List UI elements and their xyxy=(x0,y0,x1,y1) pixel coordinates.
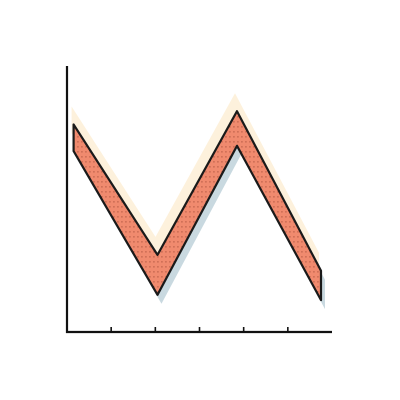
series-band-hatch xyxy=(73,111,321,301)
series-bands xyxy=(72,110,323,302)
series-band-outline xyxy=(72,110,323,302)
axes xyxy=(65,66,332,334)
